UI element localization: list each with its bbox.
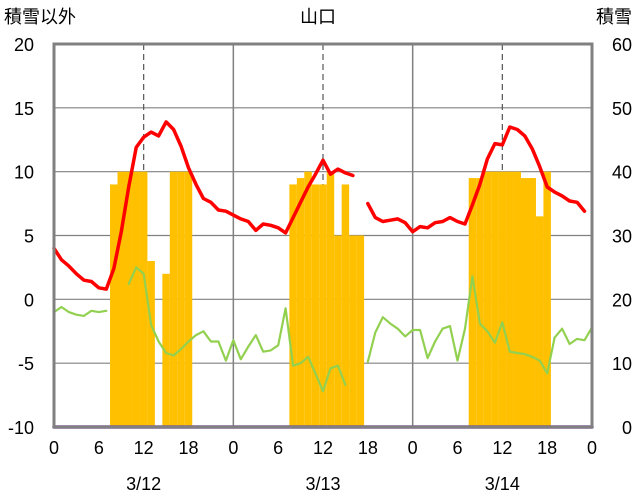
x-tick-label: 18	[537, 438, 557, 458]
snow-depth-bar	[296, 178, 305, 427]
snow-depth-bar	[304, 171, 312, 427]
snow-depth-bar	[177, 171, 185, 427]
snow-depth-bar	[162, 273, 170, 427]
right-tick-label: 60	[612, 35, 632, 55]
snow-depth-bar	[356, 235, 365, 427]
x-tick-label: 12	[134, 438, 154, 458]
plot-border	[52, 42, 594, 429]
x-tick-label: 12	[492, 438, 512, 458]
snow-depth-bar	[124, 171, 133, 427]
temperature-line	[366, 125, 587, 234]
plot-frame	[52, 42, 594, 429]
snow-depth-bar	[468, 178, 477, 427]
snow-depth-bar	[184, 171, 193, 427]
left-tick-label: -5	[18, 354, 34, 374]
x-tick-label: 12	[313, 438, 333, 458]
snow-depth-bar	[513, 171, 522, 427]
snow-depth-bar	[498, 171, 507, 427]
x-tick-label: 0	[228, 438, 238, 458]
x-tick-label: 6	[452, 438, 462, 458]
snow-depth-bar	[521, 178, 529, 427]
temperature-line	[52, 120, 355, 291]
green-series-line	[366, 275, 594, 375]
x-tick-label: 0	[587, 438, 597, 458]
green-series-line	[52, 305, 108, 317]
snow-depth-bar	[326, 171, 335, 427]
right-tick-label: 0	[622, 418, 632, 438]
left-axis-title: 積雪以外	[4, 7, 76, 27]
snow-depth-bar	[506, 171, 514, 427]
x-tick-label: 18	[178, 438, 198, 458]
snow-depth-bar	[319, 184, 327, 427]
left-tick-label: 20	[14, 35, 34, 55]
x-tick-label: 18	[358, 438, 378, 458]
chart-title: 山口	[300, 7, 336, 27]
right-tick-label: 40	[612, 163, 632, 183]
x-tick-label: 6	[94, 438, 104, 458]
snow-depth-bar	[132, 171, 140, 427]
snow-depth-bar	[483, 171, 492, 427]
left-tick-label: -10	[8, 418, 34, 438]
snow-depth-bar	[334, 235, 342, 427]
snow-depth-bar	[139, 171, 148, 427]
green-series-line	[127, 266, 347, 393]
snow-depth-bar	[117, 171, 125, 427]
right-tick-label: 30	[612, 227, 632, 247]
date-label: 3/12	[126, 474, 161, 494]
snow-depth-bar	[528, 178, 536, 427]
left-tick-label: 15	[14, 99, 34, 119]
date-label: 3/14	[485, 474, 520, 494]
x-tick-label: 0	[408, 438, 418, 458]
x-tick-label: 0	[49, 438, 59, 458]
date-label: 3/13	[305, 474, 340, 494]
snow-depth-bar	[341, 184, 350, 427]
left-tick-label: 5	[24, 227, 34, 247]
snow-depth-bar	[491, 171, 499, 427]
snow-depth-bars	[110, 171, 551, 427]
x-tick-label: 6	[273, 438, 283, 458]
snow-depth-bar	[476, 178, 484, 427]
snow-depth-bar	[169, 171, 178, 427]
snow-depth-bar	[289, 184, 297, 427]
right-axis-title: 積雪	[596, 7, 632, 27]
snow-depth-bar	[311, 184, 320, 427]
snow-depth-bar	[349, 235, 357, 427]
right-tick-label: 50	[612, 99, 632, 119]
snow-depth-bar	[535, 216, 544, 427]
snow-depth-bar	[110, 184, 118, 427]
left-tick-label: 10	[14, 163, 34, 183]
snow-depth-bar	[543, 171, 551, 427]
right-tick-label: 20	[612, 290, 632, 310]
right-tick-label: 10	[612, 354, 632, 374]
left-tick-label: 0	[24, 290, 34, 310]
snow-depth-bar	[147, 261, 155, 427]
